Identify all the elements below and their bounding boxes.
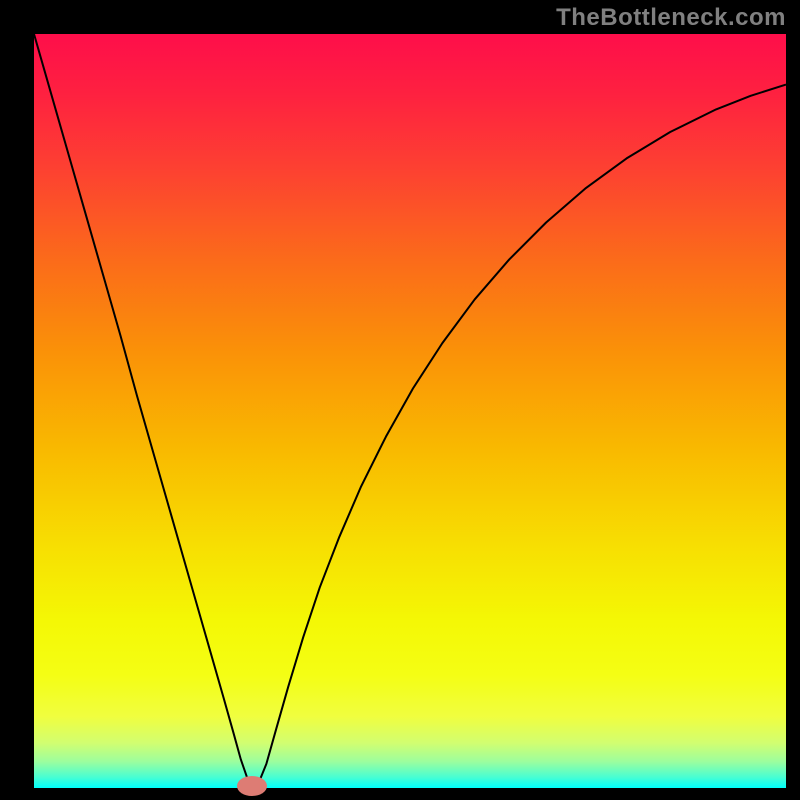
min-marker — [237, 776, 267, 796]
chart-container: TheBottleneck.com — [0, 0, 800, 800]
plot-area — [34, 34, 786, 788]
watermark-text: TheBottleneck.com — [556, 4, 786, 32]
